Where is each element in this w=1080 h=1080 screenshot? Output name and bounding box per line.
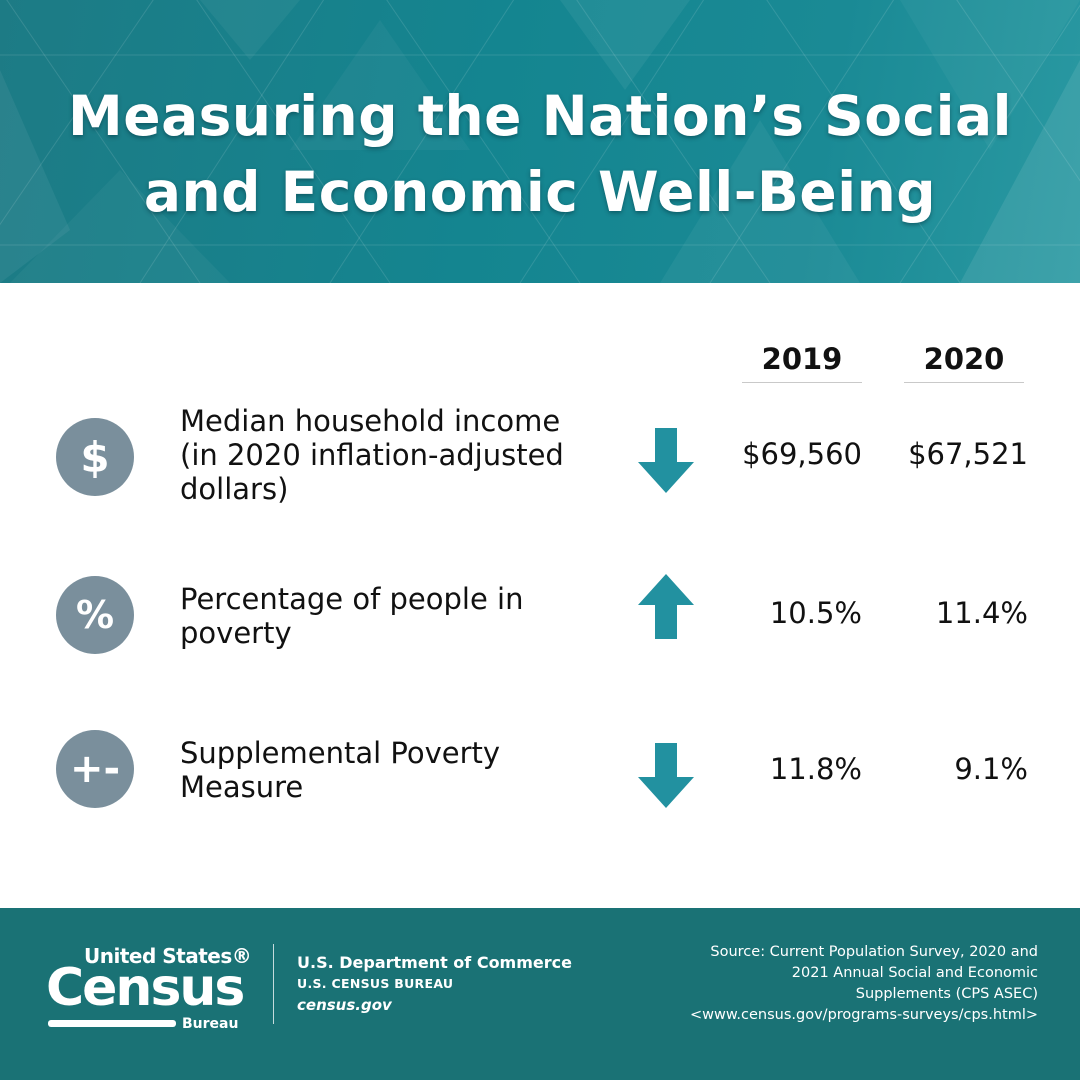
column-header-2020: 2020 — [923, 342, 1005, 376]
label-line: Measure — [180, 770, 304, 804]
label-line: Median household income — [180, 404, 561, 438]
census-bureau-logo: United States® Census Bureau — [46, 942, 256, 1042]
value-spm-2020: 9.1% — [954, 752, 1028, 786]
dollar-icon-glyph: $ — [80, 432, 110, 482]
logo-bureau: Bureau — [182, 1016, 239, 1032]
bureau-name: U.S. CENSUS BUREAU — [297, 976, 454, 991]
value-spm-2019: 11.8% — [769, 752, 862, 786]
column-header-2019: 2019 — [761, 342, 843, 376]
logo-underline — [48, 1020, 176, 1027]
arrow-up-icon — [638, 574, 694, 639]
label-line: Percentage of people in — [180, 582, 524, 616]
source-line: Source: Current Population Survey, 2020 … — [710, 944, 1038, 960]
logo-census: Census — [46, 958, 245, 1018]
page-title: Measuring the Nation’s Social and Econom… — [0, 78, 1080, 230]
arrow-down-icon — [638, 743, 694, 808]
percent-icon-glyph: % — [75, 593, 115, 637]
title-line-1: Measuring the Nation’s Social — [68, 84, 1012, 148]
footer-divider — [273, 944, 274, 1024]
column-rule-2019 — [742, 382, 862, 383]
website-link[interactable]: census.gov — [297, 996, 392, 1014]
dollar-icon: $ — [56, 418, 134, 496]
column-rule-2020 — [904, 382, 1024, 383]
department-name: U.S. Department of Commerce — [297, 953, 572, 972]
label-line: dollars) — [180, 472, 289, 506]
plus-minus-icon-glyph: +- — [69, 746, 121, 792]
row-label-poverty: Percentage of people in poverty — [180, 582, 620, 650]
source-note: Source: Current Population Survey, 2020 … — [618, 942, 1038, 1026]
label-line: (in 2020 inflation-adjusted — [180, 438, 564, 472]
value-poverty-2019: 10.5% — [769, 596, 862, 630]
value-income-2020: $67,521 — [908, 437, 1028, 471]
department-block: U.S. Department of Commerce U.S. CENSUS … — [297, 952, 572, 1016]
plus-minus-icon: +- — [56, 730, 134, 808]
source-url[interactable]: <www.census.gov/programs-surveys/cps.htm… — [690, 1007, 1038, 1023]
value-poverty-2020: 11.4% — [935, 596, 1028, 630]
triangle-pattern — [0, 0, 1080, 283]
header-banner: Measuring the Nation’s Social and Econom… — [0, 0, 1080, 283]
logo-united-states: United States® — [84, 944, 252, 968]
row-label-median-income: Median household income (in 2020 inflati… — [180, 404, 620, 506]
label-line: Supplemental Poverty — [180, 736, 501, 770]
row-label-supplemental-poverty: Supplemental Poverty Measure — [180, 736, 620, 804]
footer: United States® Census Bureau U.S. Depart… — [0, 908, 1080, 1080]
source-line: 2021 Annual Social and Economic — [791, 965, 1038, 981]
title-line-2: and Economic Well-Being — [143, 160, 937, 224]
label-line: poverty — [180, 616, 292, 650]
source-line: Supplements (CPS ASEC) — [855, 986, 1038, 1002]
value-income-2019: $69,560 — [742, 437, 862, 471]
percent-icon: % — [56, 576, 134, 654]
arrow-down-icon — [638, 428, 694, 493]
